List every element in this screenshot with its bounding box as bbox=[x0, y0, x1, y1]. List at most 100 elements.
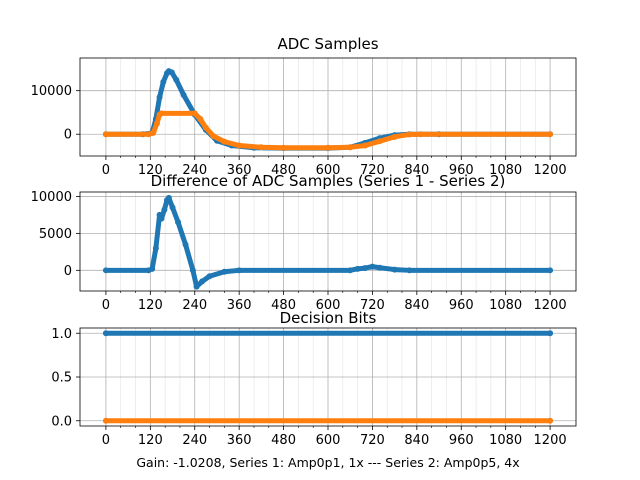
difference-series-1-series-2-point bbox=[391, 266, 398, 273]
decision-bits-y-tick-label: 0.5 bbox=[51, 371, 72, 386]
difference-series-1-series-2-point bbox=[189, 267, 196, 274]
adc-samples-series-2-point bbox=[347, 144, 354, 151]
subplot-difference: Difference of ADC Samples (Series 1 - Se… bbox=[31, 172, 577, 313]
difference-y-tick-label: 0 bbox=[64, 264, 72, 279]
adc-samples-series-2-point bbox=[150, 129, 157, 136]
difference-x-tick-label: 0 bbox=[102, 298, 110, 313]
decision-bits-x-tick-label: 480 bbox=[271, 433, 296, 448]
adc-samples-x-tick-label: 840 bbox=[404, 163, 429, 178]
difference-series-1-series-2-point bbox=[152, 245, 159, 252]
difference-series-1-series-2-point bbox=[206, 273, 213, 280]
adc-samples-series-2-point bbox=[102, 131, 109, 138]
difference-series-1-series-2-point bbox=[182, 241, 189, 248]
decision-bits-y-tick-label: 1.0 bbox=[51, 327, 72, 342]
subplot-decision-bits: Decision Bits 0 120 240 360 480 600 720 840 960 1… bbox=[51, 309, 577, 470]
decision-bits-series-1-point bbox=[102, 330, 109, 337]
decision-bits-x-tick-label: 960 bbox=[449, 433, 474, 448]
adc-samples-series-2-point bbox=[258, 144, 265, 151]
adc-samples-y-tick-label: 0 bbox=[64, 128, 72, 143]
decision-bits-title: Decision Bits bbox=[280, 309, 377, 327]
decision-bits-x-tick-label: 1080 bbox=[489, 433, 522, 448]
adc-samples-title: ADC Samples bbox=[277, 35, 378, 53]
adc-samples-series-1-point bbox=[180, 92, 187, 99]
adc-samples-series-2-point bbox=[547, 131, 554, 138]
adc-samples-series-1-point bbox=[156, 94, 163, 101]
difference-series-1-series-2-point bbox=[169, 204, 176, 211]
decision-bits-x-tick-label: 360 bbox=[227, 433, 252, 448]
adc-samples-x-tick-label: 240 bbox=[182, 163, 207, 178]
decision-bits-series-2-point bbox=[547, 417, 554, 424]
difference-y-tick-label: 10000 bbox=[31, 190, 72, 205]
adc-samples-y-tick-label: 10000 bbox=[31, 84, 72, 99]
adc-samples-x-tick-label: 360 bbox=[227, 163, 252, 178]
difference-series-1-series-2-point bbox=[547, 267, 554, 274]
adc-samples-series-2-point bbox=[145, 131, 152, 138]
adc-samples-series-2-point bbox=[236, 142, 243, 149]
adc-samples-x-tick-label: 120 bbox=[138, 163, 163, 178]
difference-x-tick-label: 480 bbox=[271, 298, 296, 313]
difference-x-tick-label: 960 bbox=[449, 298, 474, 313]
adc-samples-x-tick-label: 960 bbox=[449, 163, 474, 178]
decision-bits-x-tick-label: 240 bbox=[182, 433, 207, 448]
difference-series-1-series-2-point bbox=[236, 267, 243, 274]
adc-samples-series-2-point bbox=[417, 131, 424, 138]
adc-samples-series-1-point bbox=[173, 76, 180, 83]
adc-samples-series-2-point bbox=[210, 132, 217, 139]
adc-samples-x-tick-label: 1080 bbox=[489, 163, 522, 178]
adc-samples-series-1-point bbox=[168, 69, 175, 76]
adc-samples-series-2-point bbox=[325, 144, 331, 151]
difference-x-tick-label: 600 bbox=[316, 298, 341, 313]
difference-series-1-series-2-point bbox=[193, 283, 200, 290]
difference-x-tick-label: 720 bbox=[360, 298, 385, 313]
difference-x-tick-label: 1080 bbox=[489, 298, 522, 313]
adc-samples-x-tick-label: 480 bbox=[271, 163, 296, 178]
adc-samples-series-2-point bbox=[197, 115, 204, 122]
adc-samples-x-tick-label: 600 bbox=[316, 163, 341, 178]
difference-series-1-series-2-point bbox=[199, 278, 206, 285]
adc-samples-series-2-point bbox=[202, 124, 209, 131]
decision-bits-x-tick-label: 0 bbox=[102, 433, 110, 448]
adc-samples-series-2-point bbox=[406, 131, 413, 138]
difference-series-1-series-2-point bbox=[347, 267, 354, 274]
adc-samples-series-2-trace bbox=[103, 110, 553, 151]
adc-samples-x-tick-label: 0 bbox=[102, 163, 110, 178]
decision-bits-x-tick-label: 1200 bbox=[534, 433, 567, 448]
difference-series-1-series-2-point bbox=[354, 265, 361, 272]
difference-series-1-series-2-point bbox=[149, 265, 156, 272]
difference-series-1-series-2-point bbox=[376, 264, 383, 271]
difference-series-1-series-2-point bbox=[175, 219, 182, 226]
adc-samples-series-2-point bbox=[280, 144, 287, 151]
difference-x-tick-label: 120 bbox=[138, 298, 163, 313]
difference-series-1-series-2-point bbox=[362, 265, 369, 272]
decision-bits-x-tick-label: 720 bbox=[360, 433, 385, 448]
subplot-adc-samples: ADC Samples 0 120 240 360 480 600 720 840 960 108… bbox=[31, 35, 577, 178]
adc-samples-series-2-point bbox=[153, 120, 160, 127]
adc-samples-series-2-point bbox=[362, 142, 369, 149]
difference-x-tick-label: 840 bbox=[404, 298, 429, 313]
difference-x-tick-label: 1200 bbox=[534, 298, 567, 313]
decision-bits-x-tick-label: 600 bbox=[316, 433, 341, 448]
adc-samples-series-2-point bbox=[221, 138, 228, 145]
difference-series-1-series-2-point bbox=[406, 267, 413, 274]
difference-y-tick-label: 5000 bbox=[39, 227, 72, 242]
adc-samples-series-2-point bbox=[391, 133, 398, 140]
decision-bits-x-tick-label: 840 bbox=[404, 433, 429, 448]
difference-series-1-series-2-point bbox=[369, 263, 376, 270]
decision-bits-xlabel: Gain: -1.0208, Series 1: Amp0p1, 1x --- … bbox=[136, 455, 519, 470]
decision-bits-y-tick-label: 0.0 bbox=[51, 414, 72, 429]
adc-samples-series-2-point bbox=[158, 110, 165, 117]
difference-series-1-series-2-point bbox=[221, 268, 228, 275]
difference-series-1-series-2-point bbox=[158, 215, 165, 222]
difference-series-1-series-2-point bbox=[161, 206, 168, 213]
difference-series-1-series-2-point bbox=[102, 267, 109, 274]
adc-samples-series-2-point bbox=[191, 110, 198, 117]
adc-samples-x-tick-label: 720 bbox=[360, 163, 385, 178]
adc-samples-x-tick-label: 1200 bbox=[534, 163, 567, 178]
adc-samples-series-2-point bbox=[376, 138, 383, 145]
decision-bits-x-tick-label: 120 bbox=[138, 433, 163, 448]
difference-x-tick-label: 240 bbox=[182, 298, 207, 313]
difference-x-tick-label: 360 bbox=[227, 298, 252, 313]
decision-bits-series-2-point bbox=[102, 417, 109, 424]
